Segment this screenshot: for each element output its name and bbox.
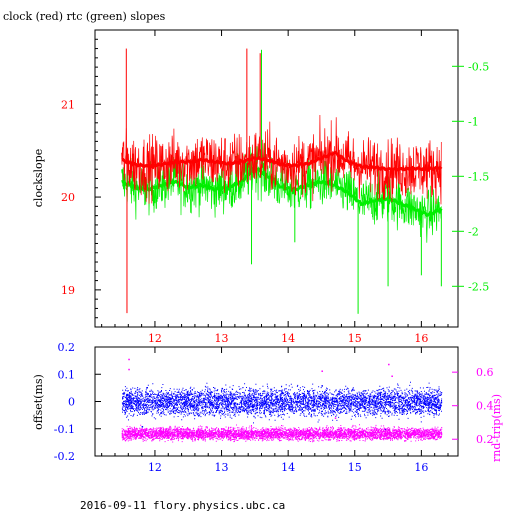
top-ytick-label: 19 — [61, 284, 75, 297]
offset-points — [121, 381, 443, 424]
top-ylabel: clockslope — [32, 149, 45, 207]
top-xtick-label: 13 — [215, 332, 229, 345]
top-y2tick-label: -2.5 — [468, 280, 489, 293]
top-xtick-label: 14 — [281, 332, 295, 345]
bottom-xtick-label: 12 — [148, 461, 162, 474]
bottom-xtick-label: 14 — [281, 461, 295, 474]
offset-outlier-0 — [141, 426, 144, 428]
bottom-ytick-label: 0.1 — [58, 368, 76, 381]
offset-outlier-2 — [321, 385, 323, 387]
bottom-ytick-label: -0.1 — [54, 423, 75, 436]
top-plot: 12 13 14 15 16 19 20 21 -2.5 -2 -1.5 -1 -0.5 clocksl… — [32, 29, 489, 345]
rnd-trip-outlier-3 — [388, 363, 390, 366]
top-y2tick-label: -1 — [468, 115, 479, 128]
top-plot-axes: 12 13 14 15 16 19 20 21 -2.5 -2 -1.5 -1 -0.5 — [61, 30, 489, 345]
bottom-y2tick-label: 0.6 — [476, 366, 494, 379]
rnd-trip-outlier-4 — [391, 375, 393, 378]
rnd-trip-outlier-2 — [334, 417, 337, 419]
offset-series — [121, 381, 443, 431]
bottom-y2tick-label: 0.2 — [476, 433, 494, 446]
top-y2tick-label: -1.5 — [468, 170, 489, 183]
top-xtick-label: 16 — [414, 332, 428, 345]
rnd-trip-points — [121, 424, 443, 443]
rnd-trip-outlier-0 — [128, 358, 130, 361]
top-xtick-label: 12 — [148, 332, 162, 345]
top-ytick-label: 21 — [61, 98, 75, 111]
offset-outlier-1 — [221, 387, 224, 390]
top-ytick-label: 20 — [61, 191, 75, 204]
bottom-xtick-label: 13 — [215, 461, 229, 474]
bottom-plot: 12 13 14 15 16 -0.2 -0.1 0 0.1 0.2 0.2 0.4 0.6 offse… — [32, 341, 503, 474]
top-xtick-label: 15 — [348, 332, 362, 345]
footer-stamp: 2016-09-11 flory.physics.ubc.ca — [80, 499, 285, 512]
bottom-ylabel: offset(ms) — [32, 374, 45, 430]
clock-noise-line — [121, 114, 442, 205]
clock-mean-line — [121, 150, 443, 172]
bottom-ytick-label: -0.2 — [54, 450, 75, 463]
rtc-series — [121, 49, 443, 314]
bottom-ytick-label: 0.2 — [58, 341, 76, 354]
bottom-xtick-label: 16 — [414, 461, 428, 474]
offset-outlier-3 — [384, 428, 387, 431]
bottom-y2label: rnd-trip(ms) — [490, 394, 503, 462]
clock-series — [121, 48, 443, 314]
chart-title: clock (red) rtc (green) slopes — [3, 10, 166, 23]
bottom-xtick-label: 15 — [348, 461, 362, 474]
bottom-ytick-label: 0 — [68, 396, 75, 409]
rnd-trip-outlier-1 — [128, 368, 130, 371]
rnd-trip-series — [121, 358, 443, 443]
top-y2tick-label: -2 — [468, 225, 479, 238]
bottom-plot-axes: 12 13 14 15 16 -0.2 -0.1 0 0.1 0.2 0.2 0.4 0.6 — [54, 341, 494, 474]
top-y2tick-label: -0.5 — [468, 60, 489, 73]
bottom-y2tick-label: 0.4 — [476, 400, 494, 413]
rnd-trip-outlier-5 — [321, 370, 323, 372]
rtc-mean-line — [121, 165, 443, 218]
